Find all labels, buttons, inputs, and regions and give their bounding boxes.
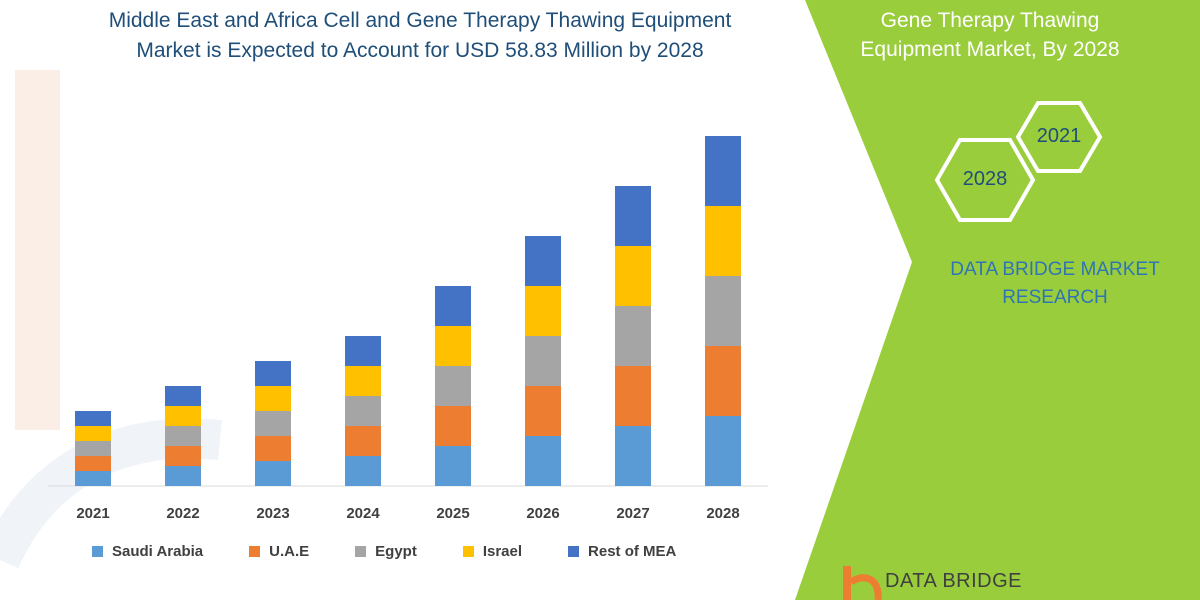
- legend-label: Saudi Arabia: [112, 542, 204, 560]
- hexagon-top-year: 2021: [1036, 125, 1082, 147]
- legend-label: U.A.E: [269, 542, 310, 560]
- x-tick-label: 2022: [166, 505, 199, 522]
- legend-item: Saudi Arabia: [92, 543, 203, 560]
- bar-2023-series-4: [255, 361, 291, 386]
- bar-2026-series-1: [525, 386, 561, 436]
- x-tick-label: 2024: [346, 505, 380, 522]
- bar-2023-series-1: [255, 436, 291, 461]
- bar-2024-series-0: [345, 456, 381, 486]
- bar-2022-series-3: [165, 406, 201, 426]
- bar-2024-series-2: [345, 396, 381, 426]
- footer-logo-text: DATA BRIDGE: [885, 570, 1023, 592]
- bar-2021-series-2: [75, 441, 111, 456]
- legend-swatch: [568, 545, 580, 557]
- watermark-bar: [15, 70, 60, 430]
- bar-2024-series-3: [345, 366, 381, 396]
- bar-2024-series-1: [345, 426, 381, 456]
- legend-item: Rest of MEA: [568, 543, 676, 560]
- x-tick-label: 2027: [616, 505, 649, 522]
- legend-swatch: [462, 545, 474, 557]
- legend-swatch: [355, 545, 367, 557]
- bar-2025-series-1: [435, 406, 471, 446]
- bar-2023-series-2: [255, 411, 291, 436]
- bar-2027-series-3: [615, 246, 651, 306]
- bar-2025-series-4: [435, 286, 471, 326]
- bar-2021-series-3: [75, 426, 111, 441]
- x-tick-label: 2028: [706, 505, 739, 522]
- hexagon-bottom-year: 2028: [962, 168, 1008, 190]
- x-tick-label: 2025: [436, 505, 469, 522]
- bar-2028-series-0: [705, 416, 741, 486]
- bar-2028-series-2: [705, 276, 741, 346]
- chart-legend: Saudi Arabia U.A.E Egypt Israel Rest of MEA: [92, 540, 722, 562]
- bar-2028-series-3: [705, 206, 741, 276]
- bar-2025-series-3: [435, 326, 471, 366]
- bar-2027-series-2: [615, 306, 651, 366]
- chart-title: Middle East and Africa Cell and Gene The…: [60, 6, 780, 66]
- legend-label: Israel: [482, 542, 523, 560]
- legend-item: U.A.E: [249, 543, 309, 560]
- chart-title-line-2: Market is Expected to Account for USD 58…: [136, 39, 704, 62]
- legend-item: Israel: [462, 542, 523, 560]
- bar-2028-series-1: [705, 346, 741, 416]
- legend-label: Egypt: [375, 542, 417, 560]
- bar-2023-series-3: [255, 386, 291, 411]
- brand-text-line-2: RESEARCH: [1002, 287, 1108, 308]
- bar-2028-series-4: [705, 136, 741, 206]
- bar-2027-series-4: [615, 186, 651, 246]
- hexagon-bottom: [934, 138, 1036, 222]
- side-panel-title: Gene Therapy Thawing Equipment Market, B…: [820, 6, 1160, 64]
- chart-title-line-1: Middle East and Africa Cell and Gene The…: [108, 9, 732, 32]
- bar-2025-series-2: [435, 366, 471, 406]
- bar-2027-series-1: [615, 366, 651, 426]
- x-tick-labels: 2021 2022 2023 2024 2025 2026 2027 2028: [76, 505, 739, 522]
- brand-text: DATA BRIDGE MARKET RESEARCH: [900, 256, 1200, 312]
- bar-2026-series-2: [525, 336, 561, 386]
- bar-2025-series-0: [435, 446, 471, 486]
- side-panel-title-line-2: Equipment Market, By 2028: [860, 38, 1120, 61]
- x-tick-label: 2023: [256, 505, 289, 522]
- brand-text-line-1: DATA BRIDGE MARKET: [950, 259, 1160, 280]
- bar-2022-series-2: [165, 426, 201, 446]
- legend-label: Rest of MEA: [588, 542, 677, 560]
- bar-2026-series-3: [525, 286, 561, 336]
- bar-2021-series-1: [75, 456, 111, 471]
- side-panel-title-line-1: Gene Therapy Thawing: [880, 9, 1100, 32]
- bar-2024-series-4: [345, 336, 381, 366]
- bar-2021-series-4: [75, 411, 111, 426]
- bar-2027-series-0: [615, 426, 651, 486]
- footer-logo-mark: [843, 566, 882, 600]
- legend-swatch: [92, 545, 103, 557]
- bar-2022-series-1: [165, 446, 201, 466]
- bar-2021-series-0: [75, 471, 111, 486]
- x-tick-label: 2021: [76, 505, 109, 522]
- legend-swatch: [249, 545, 261, 557]
- bar-2022-series-0: [165, 466, 201, 486]
- bar-2026-series-4: [525, 236, 561, 286]
- legend-item: Egypt: [355, 543, 417, 560]
- side-panel-background: [795, 0, 1200, 600]
- x-tick-label: 2026: [526, 505, 559, 522]
- bar-2023-series-0: [255, 461, 291, 486]
- bars-group: [75, 136, 741, 486]
- hexagon-top: [1015, 101, 1103, 173]
- bar-2022-series-4: [165, 386, 201, 406]
- bar-2026-series-0: [525, 436, 561, 486]
